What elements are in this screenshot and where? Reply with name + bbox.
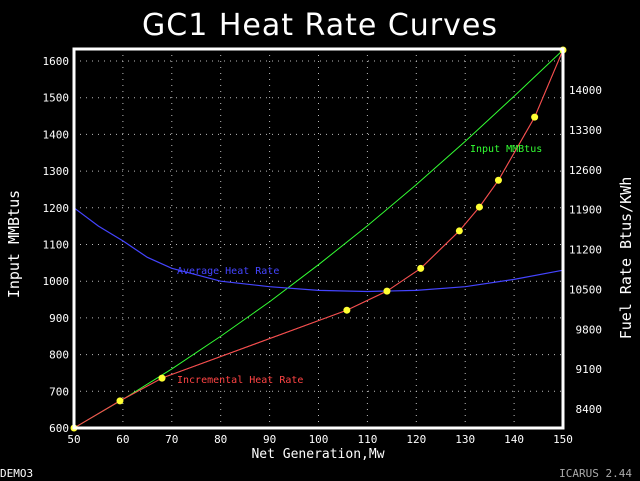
y-tick-label: 1500 [43,92,70,105]
y-tick-label: 1400 [43,128,70,141]
x-tick-label: 120 [406,433,426,446]
y-tick-label: 600 [49,422,69,435]
y-tick-label: 900 [49,312,69,325]
incremental-marker [383,287,391,295]
y-tick-label: 1100 [43,239,70,252]
y-tick-label: 800 [49,349,69,362]
chart-title: GC1 Heat Rate Curves [142,8,498,43]
y2-tick-label: 9100 [576,363,603,376]
incremental-marker [417,264,425,272]
x-tick-label: 110 [357,433,377,446]
legend-incremental-heat-rate: Incremental Heat Rate [177,375,303,386]
y-tick-label: 1600 [43,55,70,68]
x-tick-label: 70 [165,433,178,446]
incremental-marker [455,227,463,235]
incremental-marker [475,203,483,211]
y2-tick-label: 8400 [576,403,603,416]
x-tick-label: 130 [455,433,475,446]
y2-tick-label: 10500 [569,283,602,296]
x-tick-label: 100 [309,433,329,446]
y2-axis-label: Fuel Rate Btus/KWh [617,176,635,340]
footer-right: ICARUS 2.44 [559,467,632,480]
incremental-marker [494,176,502,184]
x-tick-label: 50 [67,433,80,446]
y2-tick-label: 11200 [569,244,602,257]
x-tick-label: 140 [504,433,524,446]
series-incremental-heat-rate [73,49,564,429]
y2-tick-label: 9800 [576,323,603,336]
y-axis-label: Input MMBtus [5,189,23,299]
y-tick-label: 1000 [43,275,70,288]
series-average-heat-rate [73,207,564,293]
series-input-mmbtus [73,49,564,429]
y-tick-label: 1300 [43,165,70,178]
y2-tick-label: 11900 [569,204,602,217]
y2-tick-label: 13300 [569,124,602,137]
y-tick-label: 1200 [43,202,70,215]
x-tick-label: 90 [263,433,276,446]
footer-left: DEMO3 [0,467,34,480]
y2-tick-label: 14000 [569,84,602,97]
x-tick-label: 80 [214,433,227,446]
x-tick-label: 150 [553,433,573,446]
incremental-marker [116,397,124,405]
x-tick-label: 60 [116,433,129,446]
incremental-marker [343,306,351,314]
series-incremental-heat-rate-shadow [73,49,564,429]
y-tick-label: 700 [49,385,69,398]
plot-frame [72,47,565,430]
incremental-marker [531,113,539,121]
incremental-marker [158,374,166,382]
y2-tick-label: 12600 [569,164,602,177]
legend-input-mmbtus: Input MMBtus [470,144,542,155]
legend-average-heat-rate: Average Heat Rate [177,266,279,277]
x-axis-label: Net Generation,Mw [251,447,384,462]
